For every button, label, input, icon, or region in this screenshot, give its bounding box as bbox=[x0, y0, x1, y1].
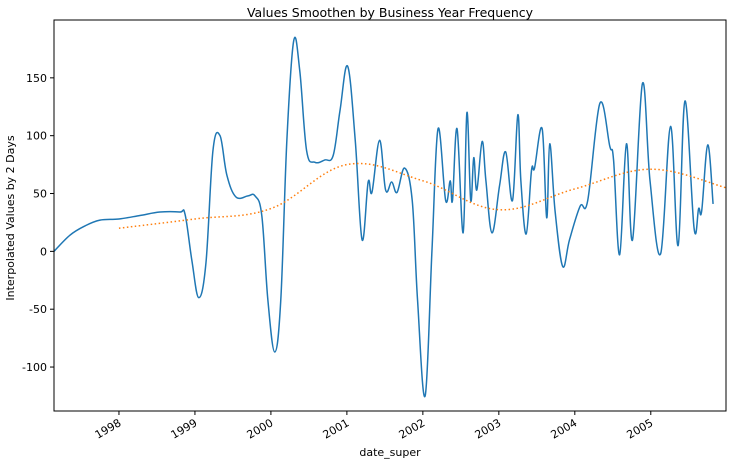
x-tick-label: 2004 bbox=[549, 416, 580, 441]
x-tick-label: 2000 bbox=[245, 416, 276, 441]
y-tick-label: 0 bbox=[40, 245, 47, 258]
series-line bbox=[118, 162, 726, 229]
y-tick-label: 50 bbox=[33, 188, 47, 201]
plot-frame bbox=[53, 19, 727, 412]
x-tick-label: 2003 bbox=[473, 416, 504, 441]
y-tick-label: -50 bbox=[29, 303, 47, 316]
y-tick-label: 100 bbox=[26, 130, 47, 143]
y-axis-label: Interpolated Values by 2 Days bbox=[4, 135, 17, 301]
series-line bbox=[54, 36, 714, 398]
x-tick-label: 2005 bbox=[625, 416, 656, 441]
x-tick-label: 1999 bbox=[169, 416, 200, 441]
x-axis-label: date_super bbox=[359, 446, 421, 459]
y-tick-label: -100 bbox=[22, 361, 47, 374]
x-tick-label: 1998 bbox=[93, 416, 124, 441]
y-tick-label: 150 bbox=[26, 72, 47, 85]
x-tick-label: 2001 bbox=[321, 416, 352, 441]
chart-title: Values Smoothen by Business Year Frequen… bbox=[247, 5, 534, 20]
x-tick-label: 2002 bbox=[397, 416, 428, 441]
